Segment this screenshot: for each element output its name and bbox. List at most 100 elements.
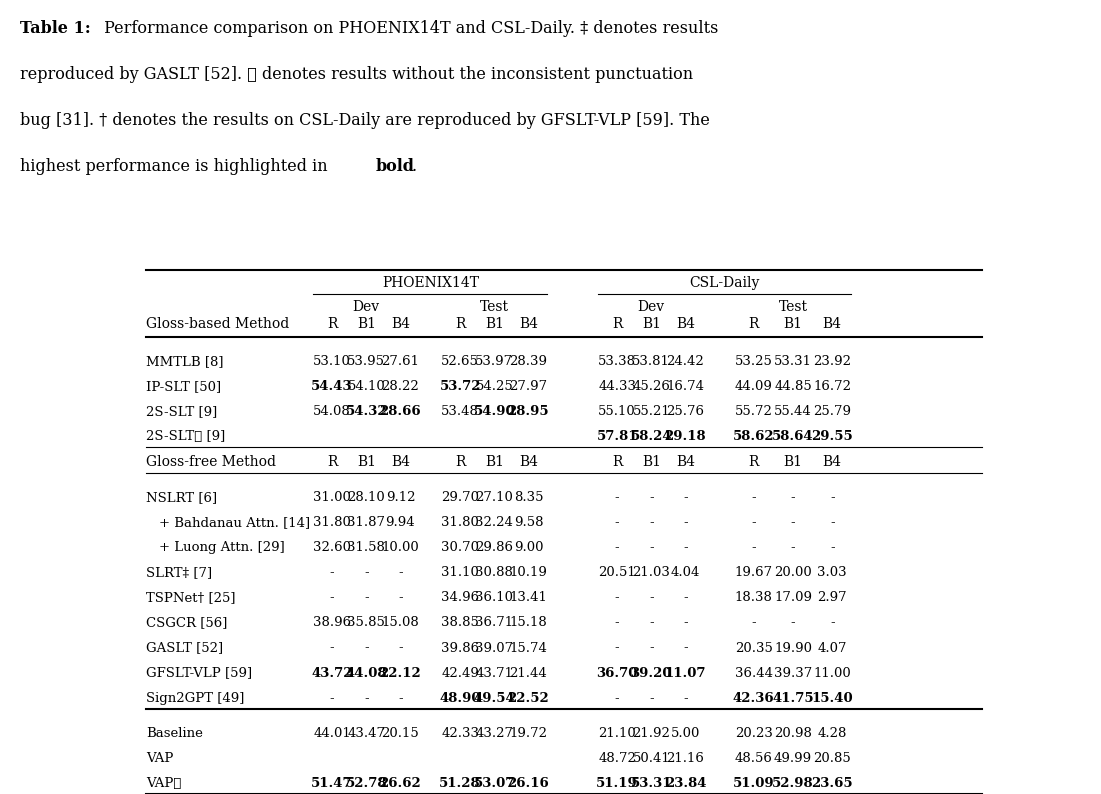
- Text: 21.16: 21.16: [666, 753, 705, 765]
- Text: 44.01: 44.01: [314, 727, 351, 740]
- Text: 58.24: 58.24: [631, 430, 672, 444]
- Text: B4: B4: [391, 455, 410, 469]
- Text: 42.36: 42.36: [733, 692, 774, 704]
- Text: 55.72: 55.72: [734, 406, 773, 418]
- Text: 38.85: 38.85: [442, 616, 479, 630]
- Text: 28.66: 28.66: [380, 406, 422, 418]
- Text: 53.81: 53.81: [632, 355, 671, 368]
- Text: 31.80: 31.80: [313, 516, 351, 529]
- Text: 53.72: 53.72: [439, 380, 481, 393]
- Text: -: -: [399, 566, 403, 580]
- Text: IP-SLT [50]: IP-SLT [50]: [146, 380, 221, 393]
- Text: 43.71: 43.71: [476, 667, 513, 680]
- Text: 53.48: 53.48: [442, 406, 479, 418]
- Text: -: -: [614, 642, 620, 654]
- Text: -: -: [648, 642, 654, 654]
- Text: 21.03: 21.03: [632, 566, 671, 580]
- Text: 21.44: 21.44: [510, 667, 547, 680]
- Text: 53.95: 53.95: [347, 355, 385, 368]
- Text: -: -: [751, 516, 756, 529]
- Text: Gloss-free Method: Gloss-free Method: [146, 455, 276, 469]
- Text: B4: B4: [822, 455, 841, 469]
- Text: -: -: [791, 516, 795, 529]
- Text: 51.09: 51.09: [733, 777, 774, 790]
- Text: + Luong Attn. [29]: + Luong Attn. [29]: [159, 542, 285, 554]
- Text: 43.27: 43.27: [476, 727, 513, 740]
- Text: -: -: [614, 542, 620, 554]
- Text: Dev: Dev: [637, 299, 665, 314]
- Text: 54.10: 54.10: [348, 380, 385, 393]
- Text: -: -: [330, 642, 335, 654]
- Text: 21.92: 21.92: [632, 727, 671, 740]
- Text: -: -: [683, 692, 688, 704]
- Text: 55.10: 55.10: [598, 406, 636, 418]
- Text: 31.87: 31.87: [347, 516, 385, 529]
- Text: CSL-Daily: CSL-Daily: [689, 276, 760, 291]
- Text: GASLT [52]: GASLT [52]: [146, 642, 224, 654]
- Text: Baseline: Baseline: [146, 727, 203, 740]
- Text: + Bahdanau Attn. [14]: + Bahdanau Attn. [14]: [159, 516, 310, 529]
- Text: 30.70: 30.70: [442, 542, 479, 554]
- Text: 44.33: 44.33: [598, 380, 636, 393]
- Text: 44.85: 44.85: [774, 380, 811, 393]
- Text: 29.18: 29.18: [665, 430, 706, 444]
- Text: -: -: [648, 592, 654, 604]
- Text: -: -: [614, 616, 620, 630]
- Text: 48.90: 48.90: [439, 692, 481, 704]
- Text: 44.08: 44.08: [346, 667, 388, 680]
- Text: R: R: [455, 317, 466, 331]
- Text: -: -: [648, 692, 654, 704]
- Text: B1: B1: [484, 317, 504, 331]
- Text: 36.70: 36.70: [597, 667, 637, 680]
- Text: 17.09: 17.09: [774, 592, 811, 604]
- Text: -: -: [648, 516, 654, 529]
- Text: 30.88: 30.88: [476, 566, 513, 580]
- Text: -: -: [791, 491, 795, 504]
- Text: 39.37: 39.37: [774, 667, 813, 680]
- Text: -: -: [364, 566, 369, 580]
- Text: -: -: [330, 592, 335, 604]
- Text: 27.61: 27.61: [381, 355, 419, 368]
- Text: R: R: [612, 317, 622, 331]
- Text: 16.74: 16.74: [666, 380, 705, 393]
- Text: 29.70: 29.70: [442, 491, 479, 504]
- Text: 25.76: 25.76: [666, 406, 705, 418]
- Text: 9.58: 9.58: [514, 516, 543, 529]
- Text: -: -: [364, 692, 369, 704]
- Text: 49.99: 49.99: [774, 753, 813, 765]
- Text: Test: Test: [778, 299, 807, 314]
- Text: 27.10: 27.10: [476, 491, 513, 504]
- Text: 27.97: 27.97: [510, 380, 547, 393]
- Text: 38.96: 38.96: [313, 616, 351, 630]
- Text: 50.41: 50.41: [632, 753, 671, 765]
- Text: 16.72: 16.72: [814, 380, 851, 393]
- Text: 54.25: 54.25: [476, 380, 513, 393]
- Text: -: -: [683, 592, 688, 604]
- Text: 15.74: 15.74: [510, 642, 547, 654]
- Text: 28.10: 28.10: [348, 491, 385, 504]
- Text: GFSLT-VLP [59]: GFSLT-VLP [59]: [146, 667, 252, 680]
- Text: bug [31]. † denotes the results on CSL-Daily are reproduced by GFSLT-VLP [59]. T: bug [31]. † denotes the results on CSL-D…: [20, 112, 710, 129]
- Text: 15.08: 15.08: [382, 616, 419, 630]
- Text: -: -: [648, 542, 654, 554]
- Text: 43.72: 43.72: [312, 667, 353, 680]
- Text: 23.65: 23.65: [811, 777, 853, 790]
- Text: -: -: [751, 542, 756, 554]
- Text: 20.23: 20.23: [734, 727, 773, 740]
- Text: -: -: [751, 491, 756, 504]
- Text: 39.20: 39.20: [631, 667, 672, 680]
- Text: B1: B1: [357, 455, 375, 469]
- Text: 29.55: 29.55: [811, 430, 853, 444]
- Text: 9.94: 9.94: [385, 516, 415, 529]
- Text: 10.00: 10.00: [382, 542, 419, 554]
- Text: 32.60: 32.60: [313, 542, 351, 554]
- Text: -: -: [364, 642, 369, 654]
- Text: R: R: [749, 317, 759, 331]
- Text: 58.62: 58.62: [733, 430, 774, 444]
- Text: 11.07: 11.07: [665, 667, 706, 680]
- Text: R: R: [455, 455, 466, 469]
- Text: MMTLB [8]: MMTLB [8]: [146, 355, 224, 368]
- Text: 3.03: 3.03: [817, 566, 847, 580]
- Text: -: -: [830, 542, 835, 554]
- Text: -: -: [791, 542, 795, 554]
